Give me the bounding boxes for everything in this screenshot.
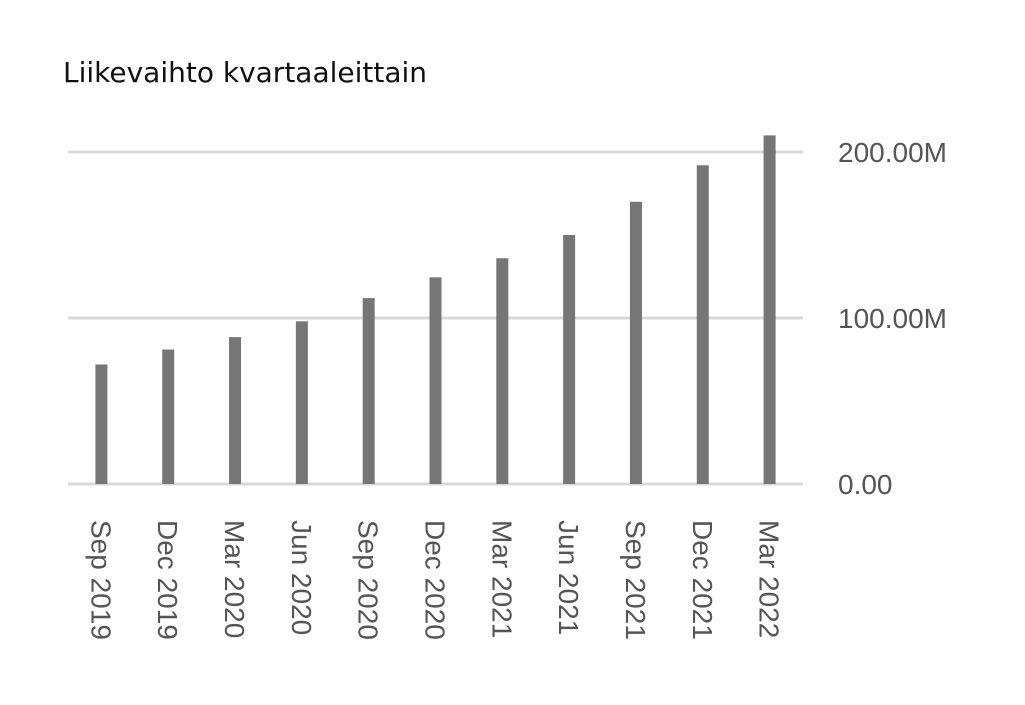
bar: [429, 277, 442, 484]
bar: [563, 235, 576, 484]
x-tick-label: Sep 2019: [85, 520, 116, 640]
x-tick-label: Jun 2021: [553, 520, 584, 635]
x-tick-label: Sep 2020: [353, 520, 384, 640]
x-tick-label: Sep 2021: [620, 520, 651, 640]
bar: [95, 364, 108, 484]
x-tick-label: Mar 2022: [754, 520, 785, 638]
bar: [629, 201, 642, 485]
chart-title: Liikevaihto kvartaaleittain: [63, 56, 428, 89]
bar: [763, 135, 776, 484]
bar: [295, 321, 308, 484]
bars: [95, 135, 776, 485]
bar: [229, 337, 242, 484]
bar: [496, 258, 509, 484]
bar: [162, 349, 175, 484]
x-tick-label: Mar 2021: [486, 520, 517, 638]
y-tick-label: 100.00M: [838, 303, 947, 334]
y-axis-ticks: 0.00 100.00M 200.00M: [838, 137, 947, 500]
x-tick-label: Dec 2019: [152, 520, 183, 640]
x-tick-label: Mar 2020: [219, 520, 250, 638]
y-tick-label: 0.00: [838, 469, 893, 500]
y-tick-label: 200.00M: [838, 137, 947, 168]
bar: [362, 298, 375, 484]
x-tick-label: Dec 2021: [687, 520, 718, 640]
x-tick-label: Jun 2020: [286, 520, 317, 635]
bar: [696, 165, 709, 484]
x-axis-ticks: Sep 2019 Dec 2019 Mar 2020 Jun 2020 Sep 2020…: [85, 520, 784, 640]
x-tick-label: Dec 2020: [420, 520, 451, 640]
